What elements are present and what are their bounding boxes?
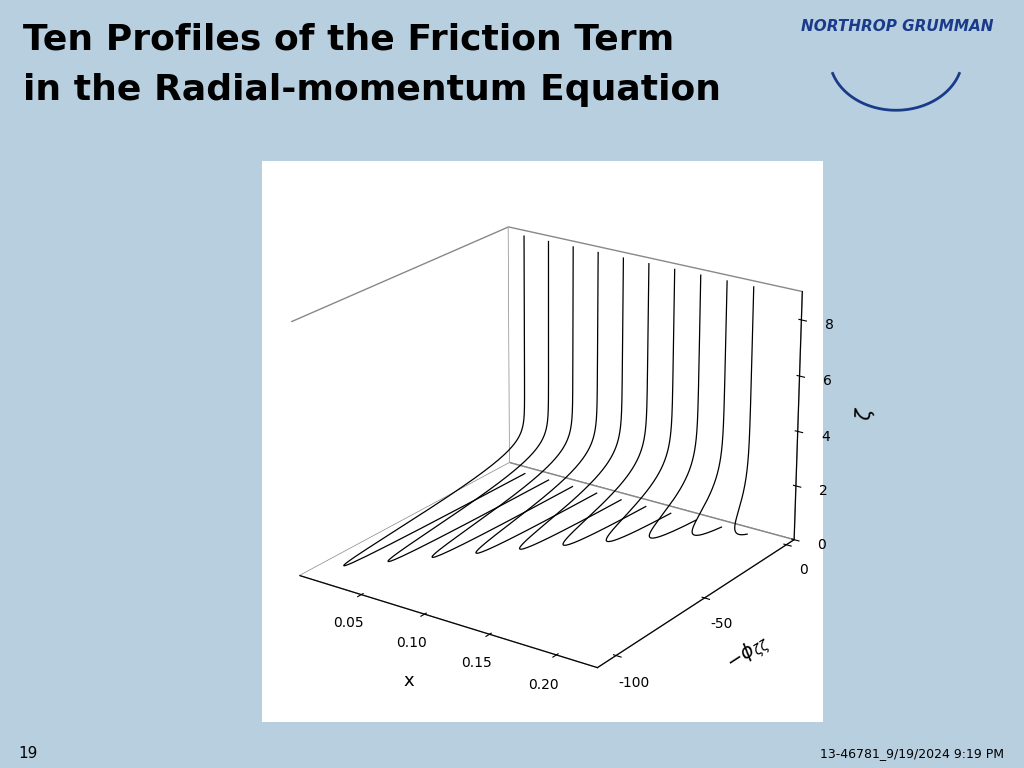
Text: Ten Profiles of the Friction Term: Ten Profiles of the Friction Term [23, 23, 674, 57]
Text: NORTHROP GRUMMAN: NORTHROP GRUMMAN [801, 19, 993, 34]
Y-axis label: $-\phi_{\zeta\zeta}$: $-\phi_{\zeta\zeta}$ [722, 631, 775, 677]
X-axis label: x: x [403, 672, 415, 690]
Text: 19: 19 [18, 746, 38, 761]
Text: in the Radial-momentum Equation: in the Radial-momentum Equation [23, 74, 721, 108]
Text: 13-46781_9/19/2024 9:19 PM: 13-46781_9/19/2024 9:19 PM [819, 747, 1004, 760]
